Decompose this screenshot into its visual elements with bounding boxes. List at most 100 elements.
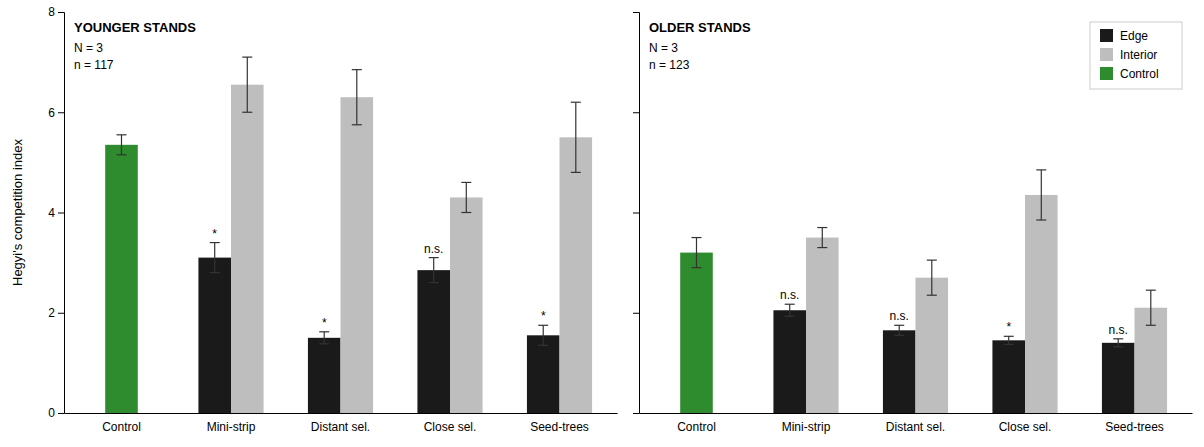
legend-label: Interior [1120, 48, 1157, 62]
error-bar-line [121, 135, 122, 155]
bar [560, 137, 593, 413]
y-tick-mark [58, 12, 64, 13]
y-tick-label: 0 [48, 406, 55, 420]
y-tick-mark [633, 313, 639, 314]
annotation: N = 3 [649, 41, 678, 55]
error-bar-cap [691, 237, 701, 238]
error-bar [927, 260, 937, 295]
error-bar-cap [1113, 346, 1123, 347]
x-tick-label: Distant sel. [311, 420, 370, 434]
y-tick-label: 2 [48, 306, 55, 320]
x-tick-label: Close sel. [999, 420, 1052, 434]
error-bar-line [575, 102, 576, 172]
error-bar-line [324, 332, 325, 344]
significance-label: n.s. [1109, 323, 1128, 337]
annotation: n = 123 [649, 58, 690, 72]
error-bar-cap [242, 57, 252, 58]
error-bar-cap [927, 295, 937, 296]
y-tick-mark [633, 112, 639, 113]
error-bar-cap [1146, 325, 1156, 326]
bar [883, 330, 916, 413]
x-tick: Control [102, 420, 141, 434]
x-tick: Distant sel. [311, 420, 370, 434]
error-bar-cap [1004, 344, 1014, 345]
significance-label: n.s. [424, 242, 443, 256]
error-bar [691, 238, 701, 268]
error-bar-cap [1113, 338, 1123, 339]
error-bar-cap [461, 182, 471, 183]
error-bar-cap [571, 172, 581, 173]
y-tick-label: 6 [48, 106, 55, 120]
y-axis-title: Hegyi's competition index [10, 139, 25, 286]
error-bar [1004, 336, 1014, 344]
x-tick: Mini-strip [782, 420, 831, 434]
error-bar-cap [538, 345, 548, 346]
error-bar-cap [461, 212, 471, 213]
y-tick [633, 112, 639, 113]
annotation: n = 117 [74, 58, 114, 72]
error-bar [242, 57, 252, 112]
x-tick-label: Seed-trees [1105, 420, 1164, 434]
error-bar [319, 332, 329, 344]
x-axis-line [65, 413, 618, 414]
bar [992, 340, 1025, 413]
y-tick-mark [633, 213, 639, 214]
annotation: N = 3 [74, 41, 103, 55]
panel-title: YOUNGER STANDS [74, 20, 196, 35]
x-axis: Control Mini-strip Distant sel. Close sel. S… [640, 414, 1193, 434]
error-bar-cap [210, 242, 220, 243]
error-bar [538, 325, 548, 345]
y-axis-line [58, 13, 65, 414]
x-tick-label: Distant sel. [886, 420, 945, 434]
x-tick-label: Mini-strip [207, 420, 256, 434]
y-tick [633, 12, 639, 13]
error-bar [352, 70, 362, 125]
y-tick-mark [58, 112, 64, 113]
error-bar-cap [1036, 219, 1046, 220]
error-bar-cap [352, 69, 362, 70]
y-tick: 6 [48, 106, 64, 120]
error-bar-line [931, 260, 932, 295]
error-bar-line [822, 228, 823, 248]
y-tick: 2 [48, 306, 64, 320]
error-bar-cap [571, 102, 581, 103]
error-bar-cap [210, 272, 220, 273]
error-bar-line [899, 325, 900, 335]
legend-label: Edge [1120, 29, 1148, 43]
x-axis: ControlMini-stripDistant sel.Close sel.S… [65, 414, 618, 434]
error-bar [785, 304, 795, 316]
legend-swatch [1100, 48, 1113, 61]
x-tick-label: Control [102, 420, 141, 434]
error-bar-line [1041, 170, 1042, 220]
error-bar [461, 182, 471, 212]
legend-item: Control [1100, 67, 1159, 81]
error-bar-cap [691, 267, 701, 268]
significance-label: * [1006, 320, 1011, 334]
panel: Control Mini-strip Distant sel. Close sel. S… [633, 13, 1193, 434]
x-tick: Distant sel. [886, 420, 945, 434]
bar [1025, 195, 1058, 413]
error-bar-cap [242, 112, 252, 113]
error-bar-cap [319, 343, 329, 344]
error-bar-cap [785, 304, 795, 305]
error-bar [210, 243, 220, 273]
x-tick-label: Close sel. [424, 420, 477, 434]
error-bar-cap [1036, 169, 1046, 170]
x-tick: Control [677, 420, 716, 434]
error-bar-cap [538, 325, 548, 326]
plot-area [105, 57, 592, 413]
y-tick: 4 [48, 206, 64, 220]
chart: 0 2 4 6 8 Control Mini-strip Distant sel. Close … [0, 0, 1204, 447]
bar [806, 238, 839, 413]
bar [916, 278, 949, 413]
significance-labels: n.s.n.s.*n.s. [780, 288, 1128, 337]
x-axis-line [640, 413, 1193, 414]
y-tick: 8 [48, 5, 64, 19]
error-bar-cap [429, 282, 439, 283]
error-bar-cap [352, 124, 362, 125]
x-tick-label: Control [677, 420, 716, 434]
significance-label: * [541, 309, 546, 323]
error-bar-line [247, 57, 248, 112]
legend-item: Interior [1100, 48, 1157, 62]
error-bar-cap [319, 331, 329, 332]
